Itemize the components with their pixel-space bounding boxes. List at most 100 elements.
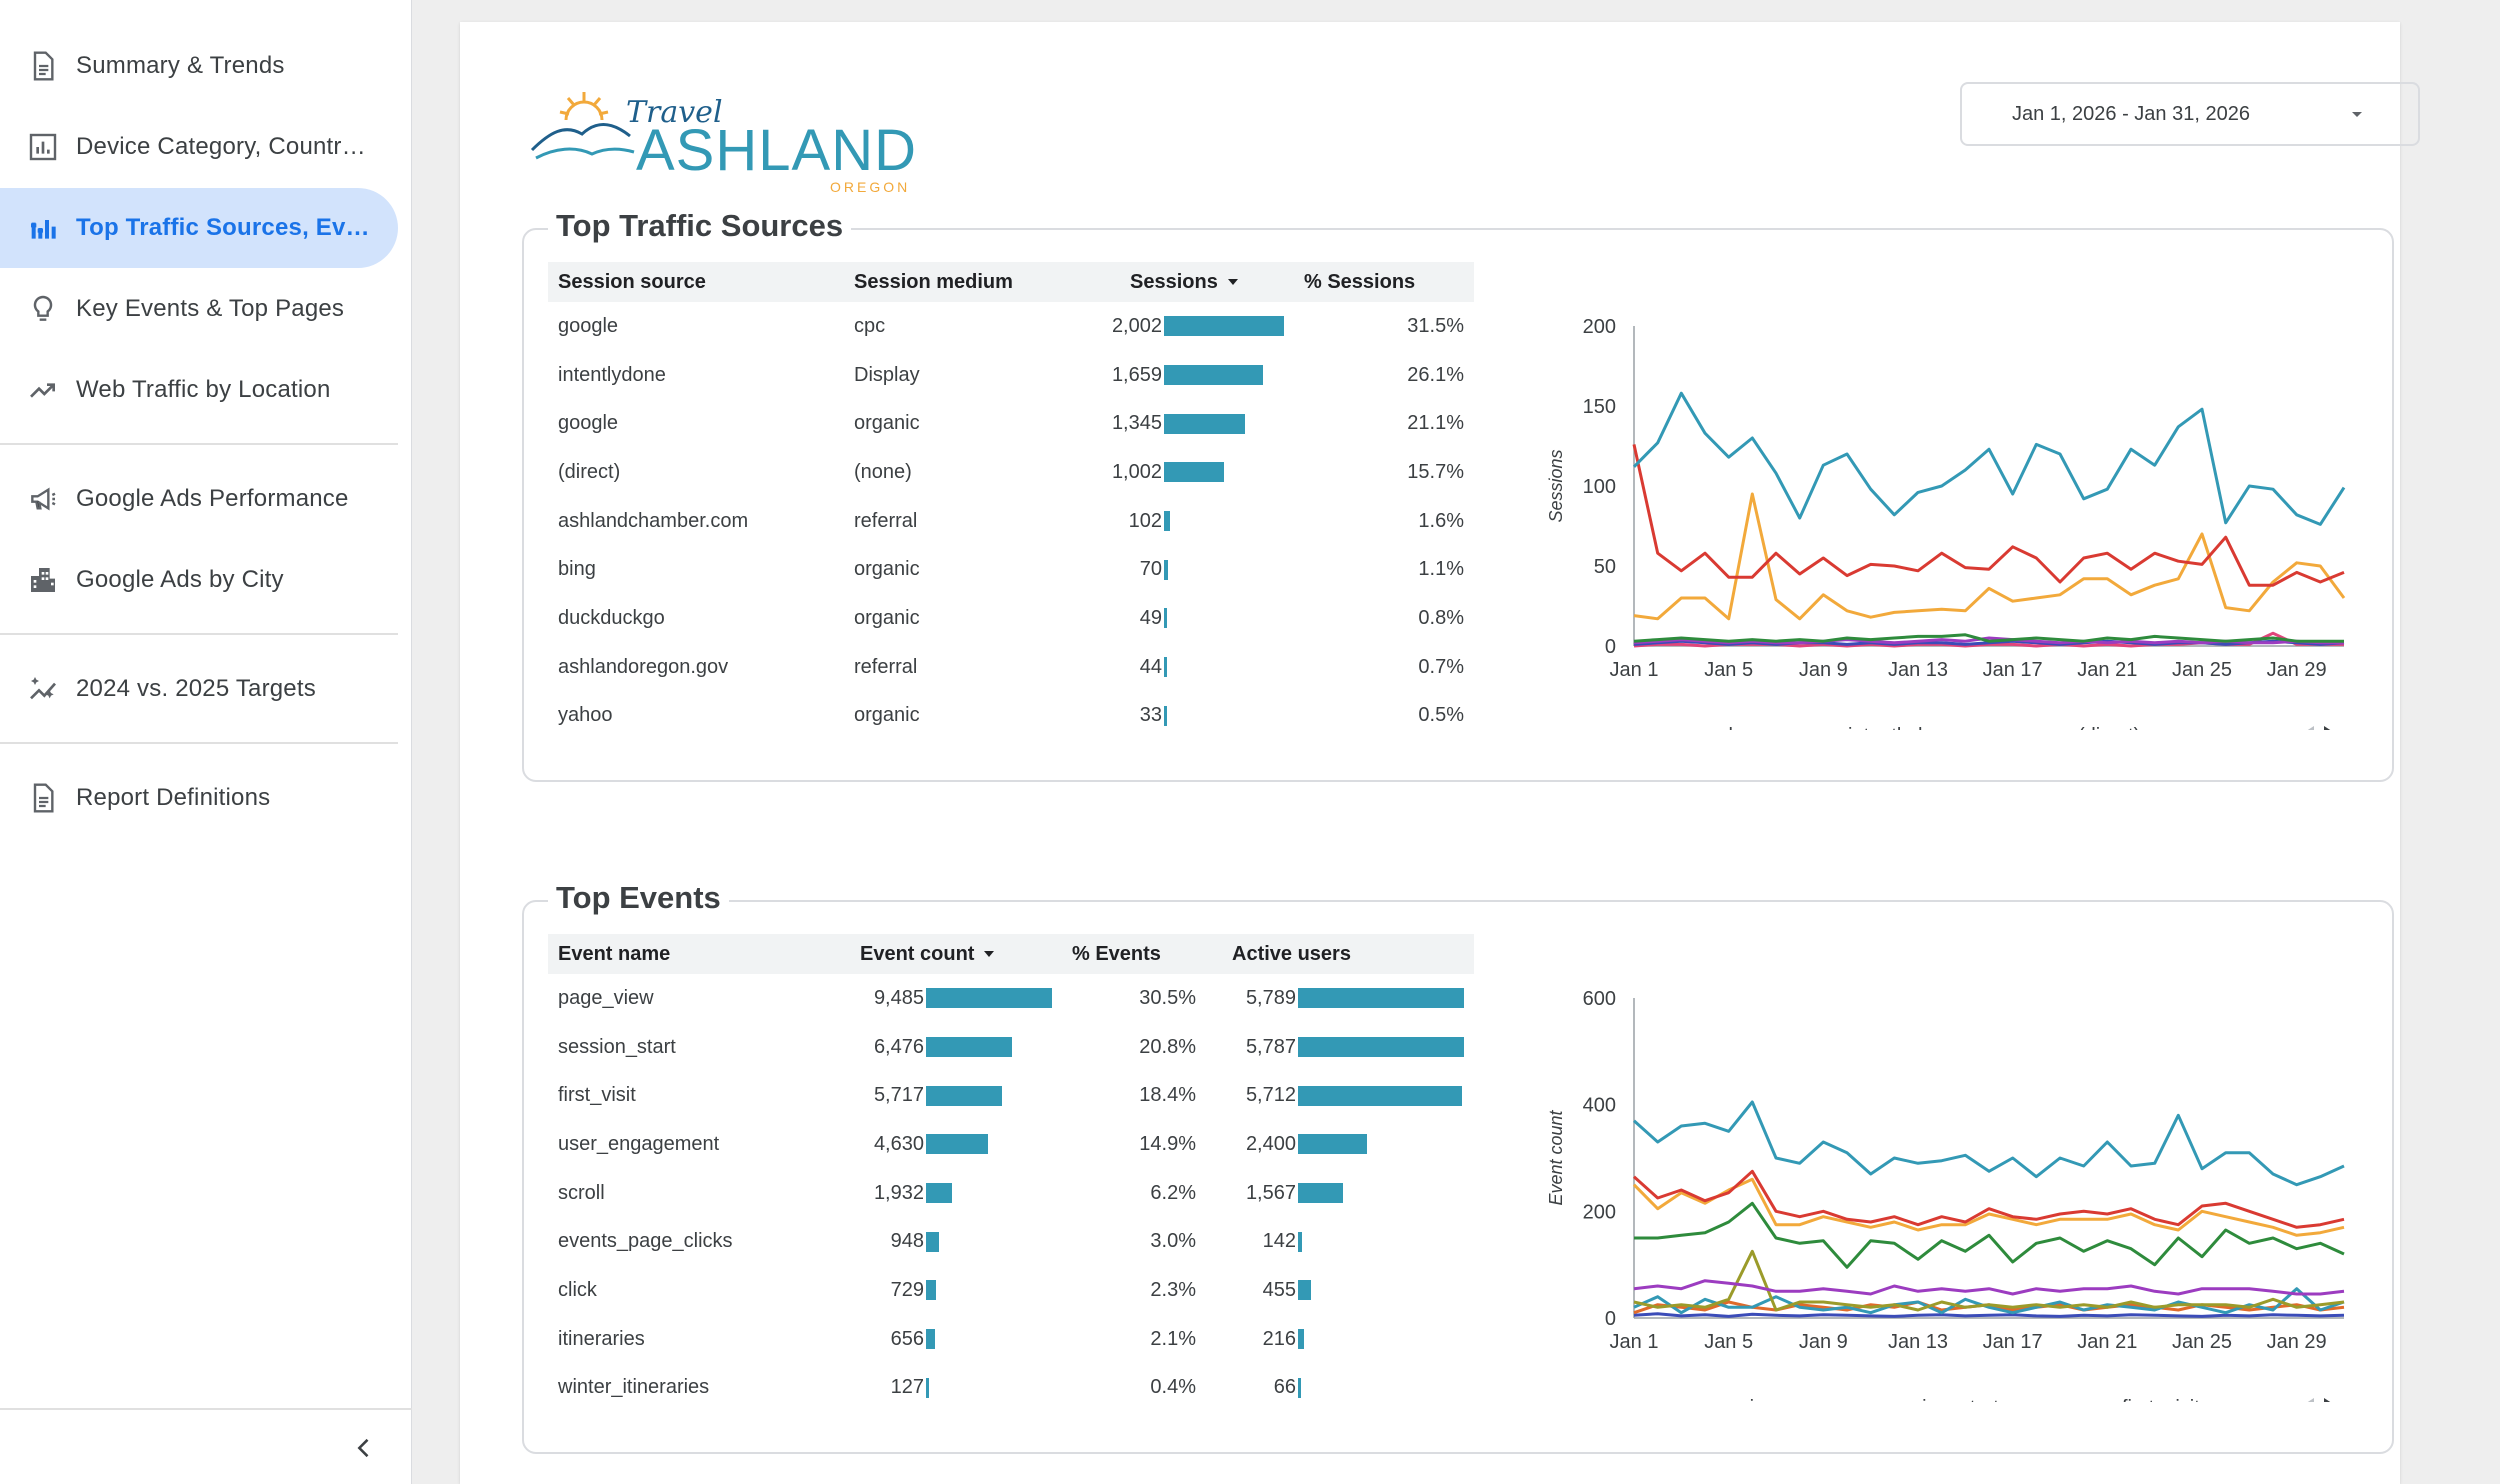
table-row[interactable]: user_engagement 4,630 14.9% 2,400 bbox=[548, 1120, 1474, 1169]
sidebar-item-google-ads-performance[interactable]: Google Ads Performance bbox=[0, 459, 398, 539]
y-tick-label: 50 bbox=[1594, 556, 1616, 578]
collapse-sidebar-button[interactable] bbox=[346, 1430, 382, 1466]
table-row[interactable]: yahoo organic 33 0.5% bbox=[548, 692, 1474, 741]
x-tick-label: Jan 13 bbox=[1888, 659, 1948, 681]
cell-pct-sessions: 1.1% bbox=[1418, 558, 1464, 581]
legend-next-icon[interactable] bbox=[2324, 1398, 2338, 1402]
active-users-bar bbox=[1298, 1377, 1301, 1398]
cell-pct-sessions: 0.5% bbox=[1418, 704, 1464, 727]
cell-event-name: events_page_clicks bbox=[558, 1230, 733, 1253]
x-tick-label: Jan 5 bbox=[1704, 1331, 1753, 1353]
table-row[interactable]: (direct) (none) 1,002 15.7% bbox=[548, 448, 1474, 497]
x-tick-label: Jan 17 bbox=[1983, 659, 2043, 681]
legend-next-icon[interactable] bbox=[2324, 726, 2338, 730]
event-count-value: 6,476 bbox=[873, 1035, 924, 1058]
event-count-bar bbox=[926, 1280, 936, 1301]
active-users-bar bbox=[1298, 1085, 1462, 1106]
legend-label: page_view bbox=[1684, 1397, 1780, 1402]
legend-prev-icon[interactable] bbox=[2300, 1398, 2314, 1402]
sidebar-item-report-definitions[interactable]: Report Definitions bbox=[0, 758, 398, 838]
column-header-pct-sessions[interactable]: % Sessions bbox=[1294, 262, 1474, 302]
table-row[interactable]: google organic 1,345 21.1% bbox=[548, 399, 1474, 448]
cell-session-source: google bbox=[558, 314, 619, 337]
y-axis-title: Event count bbox=[1546, 1109, 1566, 1205]
event-count-value: 5,717 bbox=[873, 1084, 924, 1107]
cell-pct-events: 30.5% bbox=[1139, 986, 1196, 1009]
legend-prev-icon[interactable] bbox=[2300, 726, 2314, 730]
y-tick-label: 0 bbox=[1605, 1308, 1616, 1330]
column-header-event-count[interactable]: Event count bbox=[850, 934, 1062, 974]
cell-sessions: 44 bbox=[1064, 643, 1294, 692]
table-row[interactable]: intentlydone Display 1,659 26.1% bbox=[548, 351, 1474, 400]
active-users-bar bbox=[1298, 1134, 1367, 1155]
y-axis-title: Sessions bbox=[1546, 449, 1566, 522]
table-row[interactable]: click 729 2.3% 455 bbox=[548, 1266, 1474, 1315]
event-count-bar bbox=[926, 988, 1052, 1009]
table-row[interactable]: events_page_clicks 948 3.0% 142 bbox=[548, 1217, 1474, 1266]
cell-session-medium: organic bbox=[854, 704, 920, 727]
sidebar-item-targets[interactable]: 2024 vs. 2025 Targets bbox=[0, 649, 398, 729]
active-users-bar bbox=[1298, 1280, 1311, 1301]
cell-event-count: 729 bbox=[850, 1266, 1062, 1315]
sidebar-item-google-ads-city[interactable]: Google Ads by City bbox=[0, 540, 398, 620]
column-header-sessions[interactable]: Sessions bbox=[1064, 262, 1294, 302]
sessions-value: 44 bbox=[1139, 655, 1162, 678]
x-tick-label: Jan 5 bbox=[1704, 659, 1753, 681]
active-users-bar bbox=[1298, 1231, 1302, 1252]
column-header-session-medium[interactable]: Session medium bbox=[844, 262, 1064, 302]
sessions-bar bbox=[1164, 511, 1170, 532]
date-range-picker[interactable]: Jan 1, 2026 - Jan 31, 2026 bbox=[1960, 82, 2420, 146]
traffic-table-container[interactable]: Session source Session medium Sessions %… bbox=[548, 262, 1474, 762]
header-label: Active users bbox=[1232, 942, 1351, 965]
header-label: Event count bbox=[860, 942, 975, 965]
cell-pct-events: 3.0% bbox=[1150, 1230, 1196, 1253]
cell-pct-sessions: 0.7% bbox=[1418, 655, 1464, 678]
x-tick-label: Jan 1 bbox=[1610, 659, 1659, 681]
event-count-value: 948 bbox=[890, 1230, 924, 1253]
table-row[interactable]: ashlandchamber.com referral 102 1.6% bbox=[548, 497, 1474, 546]
column-header-event-name[interactable]: Event name bbox=[548, 934, 850, 974]
sidebar-item-web-traffic-location[interactable]: Web Traffic by Location bbox=[0, 350, 398, 430]
table-row[interactable]: ashlandoregon.gov referral 44 0.7% bbox=[548, 643, 1474, 692]
sidebar-item-key-events[interactable]: Key Events & Top Pages bbox=[0, 269, 398, 349]
table-row[interactable]: page_view 9,485 30.5% 5,789 bbox=[548, 974, 1474, 1023]
cell-pct-sessions: 0.8% bbox=[1418, 606, 1464, 629]
table-row[interactable]: winter_itineraries 127 0.4% 66 bbox=[548, 1364, 1474, 1413]
x-tick-label: Jan 29 bbox=[2267, 659, 2327, 681]
table-row[interactable]: google cpc 2,002 31.5% bbox=[548, 302, 1474, 351]
cell-event-count: 5,717 bbox=[850, 1071, 1062, 1120]
cell-session-source: intentlydone bbox=[558, 363, 666, 386]
cell-session-medium: Display bbox=[854, 363, 920, 386]
column-header-active-users[interactable]: Active users bbox=[1206, 934, 1474, 974]
event-count-value: 1,932 bbox=[873, 1181, 924, 1204]
cell-session-medium: (none) bbox=[854, 460, 912, 483]
sidebar-item-label: Google Ads Performance bbox=[76, 485, 349, 512]
table-row[interactable]: first_visit 5,717 18.4% 5,712 bbox=[548, 1071, 1474, 1120]
column-header-session-source[interactable]: Session source bbox=[548, 262, 844, 302]
sidebar-item-top-traffic-sources[interactable]: Top Traffic Sources, Ev… bbox=[0, 188, 398, 268]
events-table-container[interactable]: Event name Event count % Events Active u… bbox=[548, 934, 1474, 1434]
column-header-pct-events[interactable]: % Events bbox=[1062, 934, 1206, 974]
cell-session-medium: organic bbox=[854, 606, 920, 629]
section-title: Top Events bbox=[548, 880, 729, 916]
table-row[interactable]: bing organic 70 1.1% bbox=[548, 545, 1474, 594]
sidebar-item-device-category[interactable]: Device Category, Countr… bbox=[0, 107, 398, 187]
table-row[interactable]: itineraries 656 2.1% 216 bbox=[548, 1315, 1474, 1364]
series-line-google bbox=[1632, 391, 2346, 526]
table-row[interactable]: duckduckgo organic 49 0.8% bbox=[548, 594, 1474, 643]
active-users-value: 5,712 bbox=[1245, 1084, 1296, 1107]
cell-event-name: click bbox=[558, 1278, 597, 1301]
table-row[interactable]: session_start 6,476 20.8% 5,787 bbox=[548, 1023, 1474, 1072]
event-count-value: 656 bbox=[890, 1327, 924, 1350]
series-line-events-page-clicks bbox=[1633, 1249, 2345, 1312]
series-line-click bbox=[1633, 1287, 2345, 1315]
sessions-value: 102 bbox=[1128, 509, 1162, 532]
sidebar-divider bbox=[0, 633, 398, 635]
cell-pct-sessions: 1.6% bbox=[1418, 509, 1464, 532]
sessions-value: 2,002 bbox=[1111, 314, 1162, 337]
sidebar-item-summary-trends[interactable]: Summary & Trends bbox=[0, 26, 398, 106]
event-count-value: 127 bbox=[890, 1376, 924, 1399]
table-row[interactable]: scroll 1,932 6.2% 1,567 bbox=[548, 1169, 1474, 1218]
cell-pct-events: 2.1% bbox=[1150, 1327, 1196, 1350]
x-tick-label: Jan 1 bbox=[1610, 1331, 1659, 1353]
